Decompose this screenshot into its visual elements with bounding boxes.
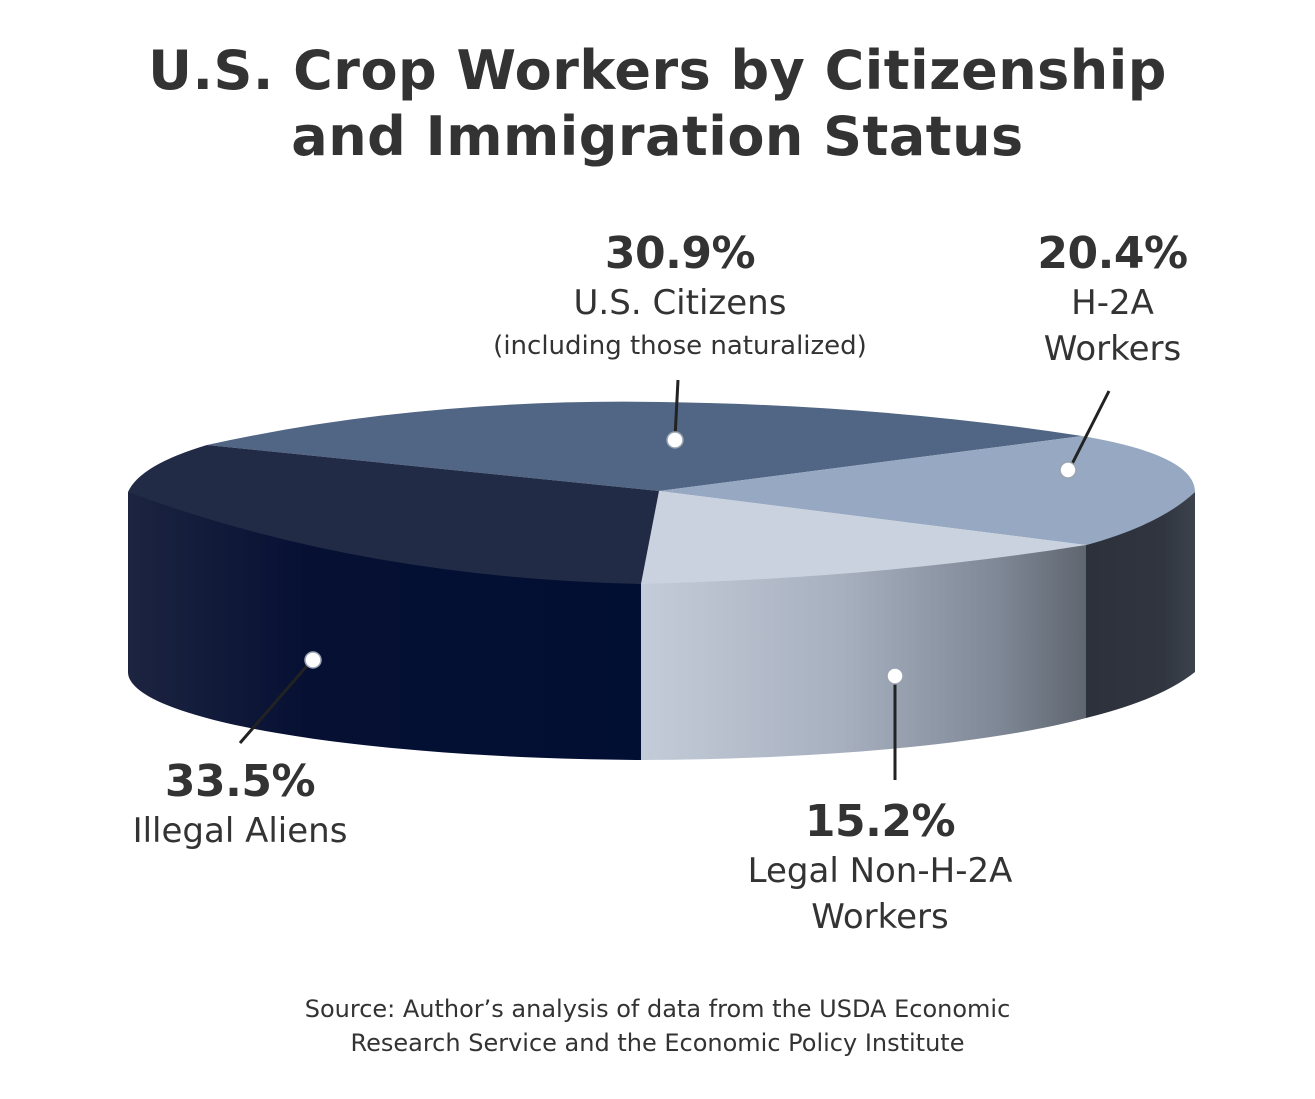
leader-dot-us-citizens bbox=[666, 431, 684, 449]
slice-label-h2a-line-2: Workers bbox=[1043, 329, 1182, 369]
pie-top bbox=[128, 401, 1195, 584]
value-label-us-citizens: 30.9% bbox=[604, 228, 756, 279]
leader-dot-legal-non-h2a bbox=[886, 667, 904, 685]
slice-sublabel-us-citizens: (including those naturalized) bbox=[493, 331, 867, 361]
slice-side-legal-non-h2a bbox=[641, 545, 1086, 760]
leader-dot-h2a bbox=[1059, 461, 1077, 479]
value-label-legal-non-h2a: 15.2% bbox=[804, 796, 956, 847]
chart-title: U.S. Crop Workers by Citizenship and Imm… bbox=[0, 38, 1315, 170]
label-h2a-workers: 20.4% H-2A Workers bbox=[990, 228, 1235, 372]
slice-top-us-citizens bbox=[207, 401, 1082, 491]
source-note: Source: Author’s analysis of data from t… bbox=[0, 992, 1315, 1060]
leader-dots bbox=[304, 431, 1077, 685]
leader-line-us-citizens bbox=[673, 379, 680, 439]
label-legal-non-h2a: 15.2% Legal Non-H-2A Workers bbox=[680, 796, 1080, 940]
slice-top-illegal-aliens bbox=[128, 445, 659, 584]
leader-dot-illegal-aliens bbox=[304, 651, 322, 669]
leader-lines bbox=[238, 379, 1111, 780]
source-line-1: Source: Author’s analysis of data from t… bbox=[304, 995, 1011, 1023]
label-illegal-aliens: 33.5% Illegal Aliens bbox=[80, 756, 400, 854]
slice-side-illegal-aliens bbox=[127, 492, 642, 760]
slice-top-h2a bbox=[659, 436, 1195, 545]
slice-top-legal-non-h2a bbox=[641, 491, 1086, 584]
slice-label-legal-non-h2a-line-1: Legal Non-H-2A bbox=[747, 851, 1013, 891]
chart-title-line-1: U.S. Crop Workers by Citizenship bbox=[148, 39, 1167, 102]
slice-label-illegal-aliens: Illegal Aliens bbox=[132, 811, 348, 851]
leader-line-illegal-aliens bbox=[238, 659, 314, 744]
slice-side-h2a bbox=[1086, 492, 1195, 718]
label-us-citizens: 30.9% U.S. Citizens (including those nat… bbox=[380, 228, 980, 366]
slice-label-legal-non-h2a-line-2: Workers bbox=[811, 897, 949, 937]
value-label-illegal-aliens: 33.5% bbox=[164, 756, 316, 807]
slice-label-us-citizens: U.S. Citizens bbox=[573, 283, 787, 323]
source-line-2: Research Service and the Economic Policy… bbox=[350, 1029, 965, 1057]
value-label-h2a-workers: 20.4% bbox=[1037, 228, 1188, 279]
pie-sides bbox=[127, 492, 1195, 760]
leader-line-h2a bbox=[1068, 390, 1111, 469]
chart-title-line-2: and Immigration Status bbox=[291, 105, 1024, 168]
slice-label-h2a-line-1: H-2A bbox=[1071, 283, 1154, 323]
